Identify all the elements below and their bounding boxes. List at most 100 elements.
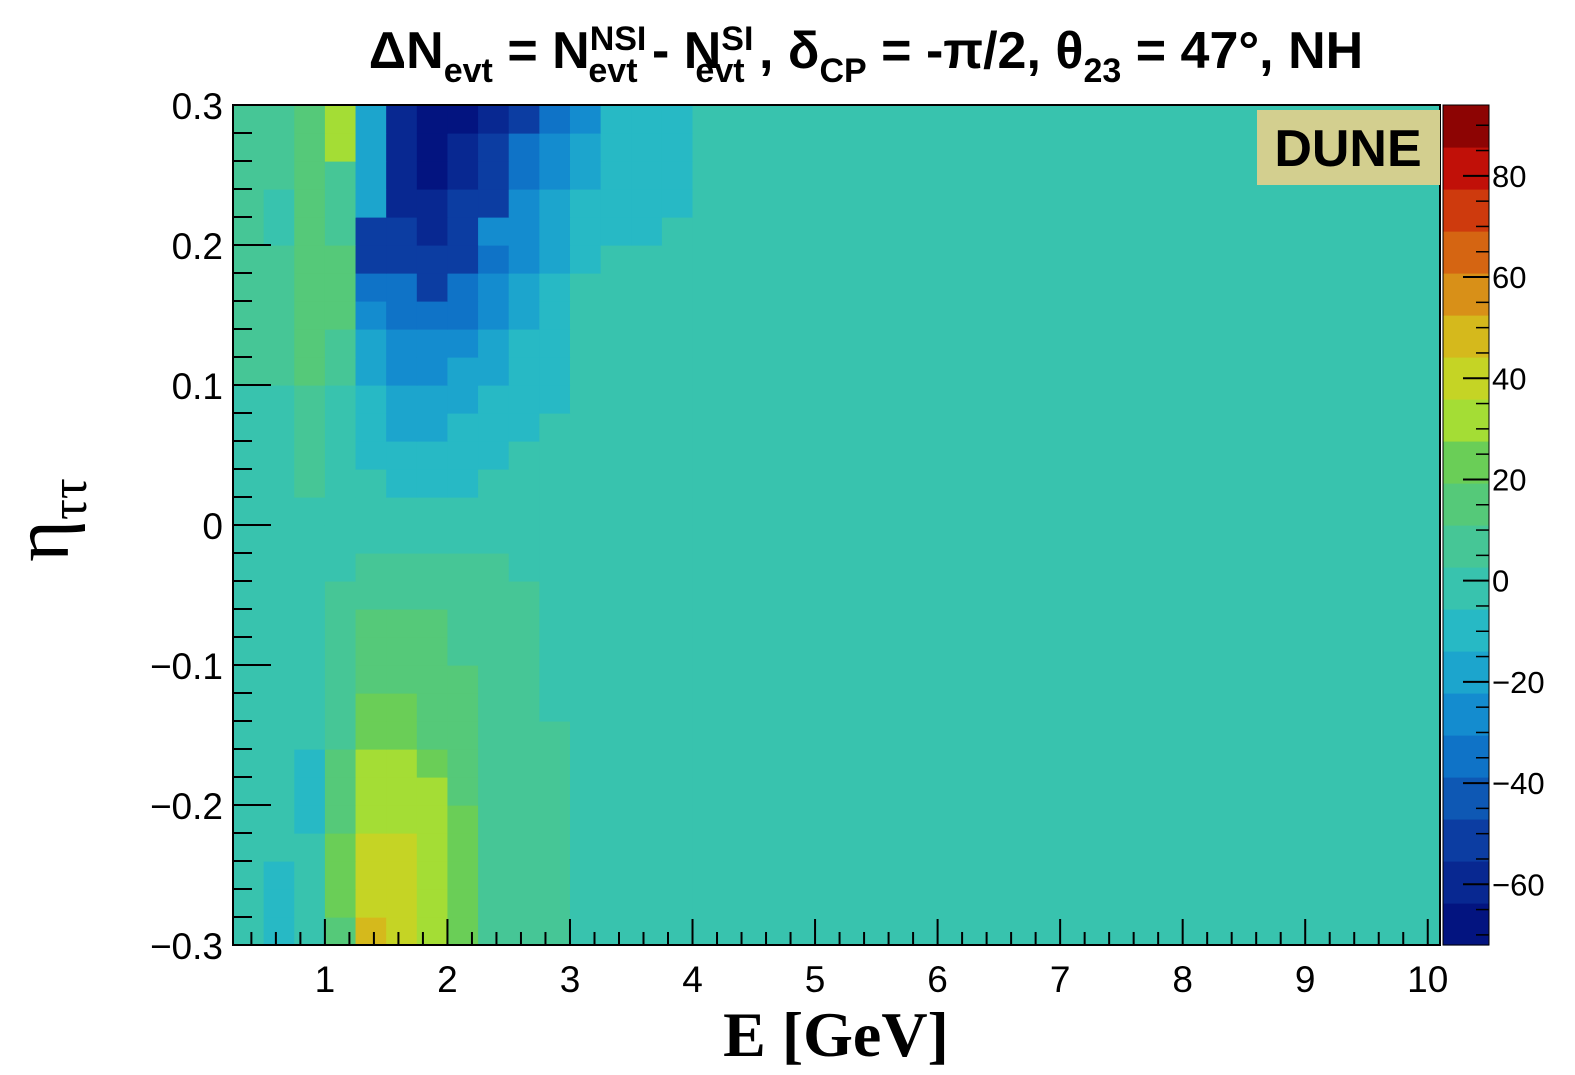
heatmap-cell <box>294 637 326 666</box>
heatmap-cell <box>661 385 694 414</box>
heatmap-cell <box>600 749 632 778</box>
heatmap-cell <box>508 273 540 302</box>
heatmap-cell <box>539 805 571 834</box>
heatmap-cell <box>692 581 724 610</box>
heatmap-cell <box>692 637 724 666</box>
y-tick-label: −0.1 <box>150 646 223 687</box>
heatmap-cell <box>631 133 663 162</box>
heatmap-cell <box>355 777 387 806</box>
heatmap-cell <box>631 189 663 218</box>
heatmap-cell <box>508 861 540 890</box>
heatmap-cell <box>692 609 724 638</box>
title-part: - N <box>638 22 722 80</box>
heatmap-cell <box>263 693 295 722</box>
heatmap-cell <box>539 889 571 918</box>
heatmap-cell <box>692 917 724 946</box>
heatmap-cell <box>478 189 510 218</box>
heatmap-cell <box>508 385 540 414</box>
heatmap-cell <box>263 189 295 218</box>
heatmap-cell <box>386 833 418 862</box>
heatmap-cell <box>508 889 540 918</box>
heatmap-cell <box>539 357 571 386</box>
heatmap-cell <box>447 189 479 218</box>
heatmap-cell <box>294 357 326 386</box>
heatmap-cell <box>263 385 295 414</box>
heatmap-cell <box>508 693 540 722</box>
heatmap-cell <box>416 217 449 246</box>
heatmap-cell <box>661 721 694 750</box>
heatmap-cell <box>386 161 418 190</box>
heatmap-cell <box>355 805 387 834</box>
heatmap-cell <box>386 581 418 610</box>
heatmap-cell <box>233 105 265 134</box>
heatmap-cell <box>386 245 418 274</box>
heatmap-cell <box>233 581 265 610</box>
heatmap-cell <box>600 161 632 190</box>
heatmap-cell <box>508 301 540 330</box>
heatmap-cell <box>263 413 295 442</box>
colorbar-segment <box>1443 735 1489 778</box>
heatmap-cell <box>569 385 602 414</box>
heatmap-cell <box>355 385 387 414</box>
heatmap-cell <box>386 469 418 498</box>
heatmap-cell <box>233 749 265 778</box>
title-part: , δ <box>745 22 820 80</box>
heatmap-cell <box>233 833 265 862</box>
heatmap-cell <box>416 161 449 190</box>
heatmap-cell <box>569 329 602 358</box>
heatmap-cell <box>324 889 357 918</box>
x-tick-label: 2 <box>437 959 458 1000</box>
heatmap-cell <box>692 301 724 330</box>
heatmap-cell <box>692 665 724 694</box>
colorbar <box>1442 104 1490 946</box>
heatmap-cell <box>569 889 602 918</box>
heatmap-cell <box>386 301 418 330</box>
heatmap-cell <box>600 469 632 498</box>
heatmap-cell <box>355 497 387 526</box>
heatmap-cell <box>600 497 632 526</box>
heatmap-cell <box>447 385 479 414</box>
heatmap-cell <box>569 805 602 834</box>
heatmap-cell <box>631 665 663 694</box>
heatmap-cell <box>263 637 295 666</box>
heatmap-cell <box>692 861 724 890</box>
heatmap-cell <box>386 693 418 722</box>
heatmap-cell <box>263 133 295 162</box>
heatmap-cell <box>631 693 663 722</box>
heatmap-cell <box>508 581 540 610</box>
heatmap-cell <box>539 161 571 190</box>
heatmap-cell <box>294 609 326 638</box>
heatmap-cell <box>539 469 571 498</box>
heatmap-cell <box>294 161 326 190</box>
heatmap-cell <box>355 273 387 302</box>
heatmap-cell <box>692 105 724 134</box>
heatmap-cell <box>478 497 510 526</box>
heatmap-cell <box>478 133 510 162</box>
heatmap-cell <box>539 441 571 470</box>
heatmap-cell <box>508 553 540 582</box>
heatmap-cell <box>569 161 602 190</box>
heatmap-cell <box>355 105 387 134</box>
heatmap-cell <box>263 553 295 582</box>
heatmap-cell <box>478 357 510 386</box>
heatmap-cell <box>447 217 479 246</box>
heatmap-cell <box>294 833 326 862</box>
heatmap-cell <box>569 301 602 330</box>
heatmap-cell <box>508 469 540 498</box>
heatmap-cell <box>539 553 571 582</box>
heatmap-cell <box>447 273 479 302</box>
heatmap-cell <box>631 609 663 638</box>
heatmap-cell <box>355 609 387 638</box>
heatmap-cell <box>233 413 265 442</box>
chart-title: ΔNevt = NNSI evt - NSI evt , δCP = -π/2, θ… <box>369 20 1363 90</box>
heatmap-cell <box>478 749 510 778</box>
heatmap-cell <box>233 553 265 582</box>
heatmap-cell <box>263 273 295 302</box>
heatmap-cell <box>508 441 540 470</box>
heatmap-cell <box>233 525 265 554</box>
heatmap-cell <box>233 133 265 162</box>
heatmap-cell <box>478 105 510 134</box>
heatmap-cell <box>539 273 571 302</box>
heatmap-cell <box>447 105 479 134</box>
heatmap-cell <box>233 777 265 806</box>
